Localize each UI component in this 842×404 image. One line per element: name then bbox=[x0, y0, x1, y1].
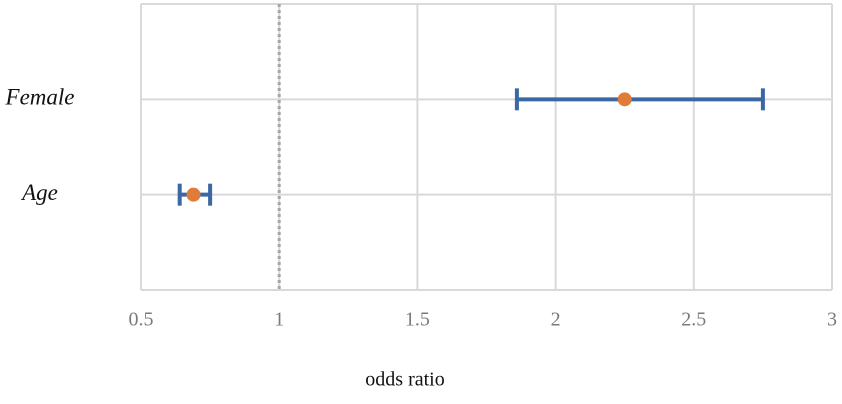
category-label: Female bbox=[5, 85, 75, 110]
x-axis-label: odds ratio bbox=[365, 369, 444, 391]
x-tick-label: 2.5 bbox=[681, 309, 706, 331]
point bbox=[617, 92, 632, 107]
x-tick-label: 1 bbox=[274, 309, 284, 331]
category-label: Age bbox=[20, 180, 58, 205]
x-tick-label: 0.5 bbox=[129, 309, 154, 331]
x-tick-label: 1.5 bbox=[405, 309, 430, 331]
point bbox=[186, 187, 201, 202]
x-tick-label: 2 bbox=[551, 309, 561, 331]
x-tick-label: 3 bbox=[827, 309, 837, 331]
